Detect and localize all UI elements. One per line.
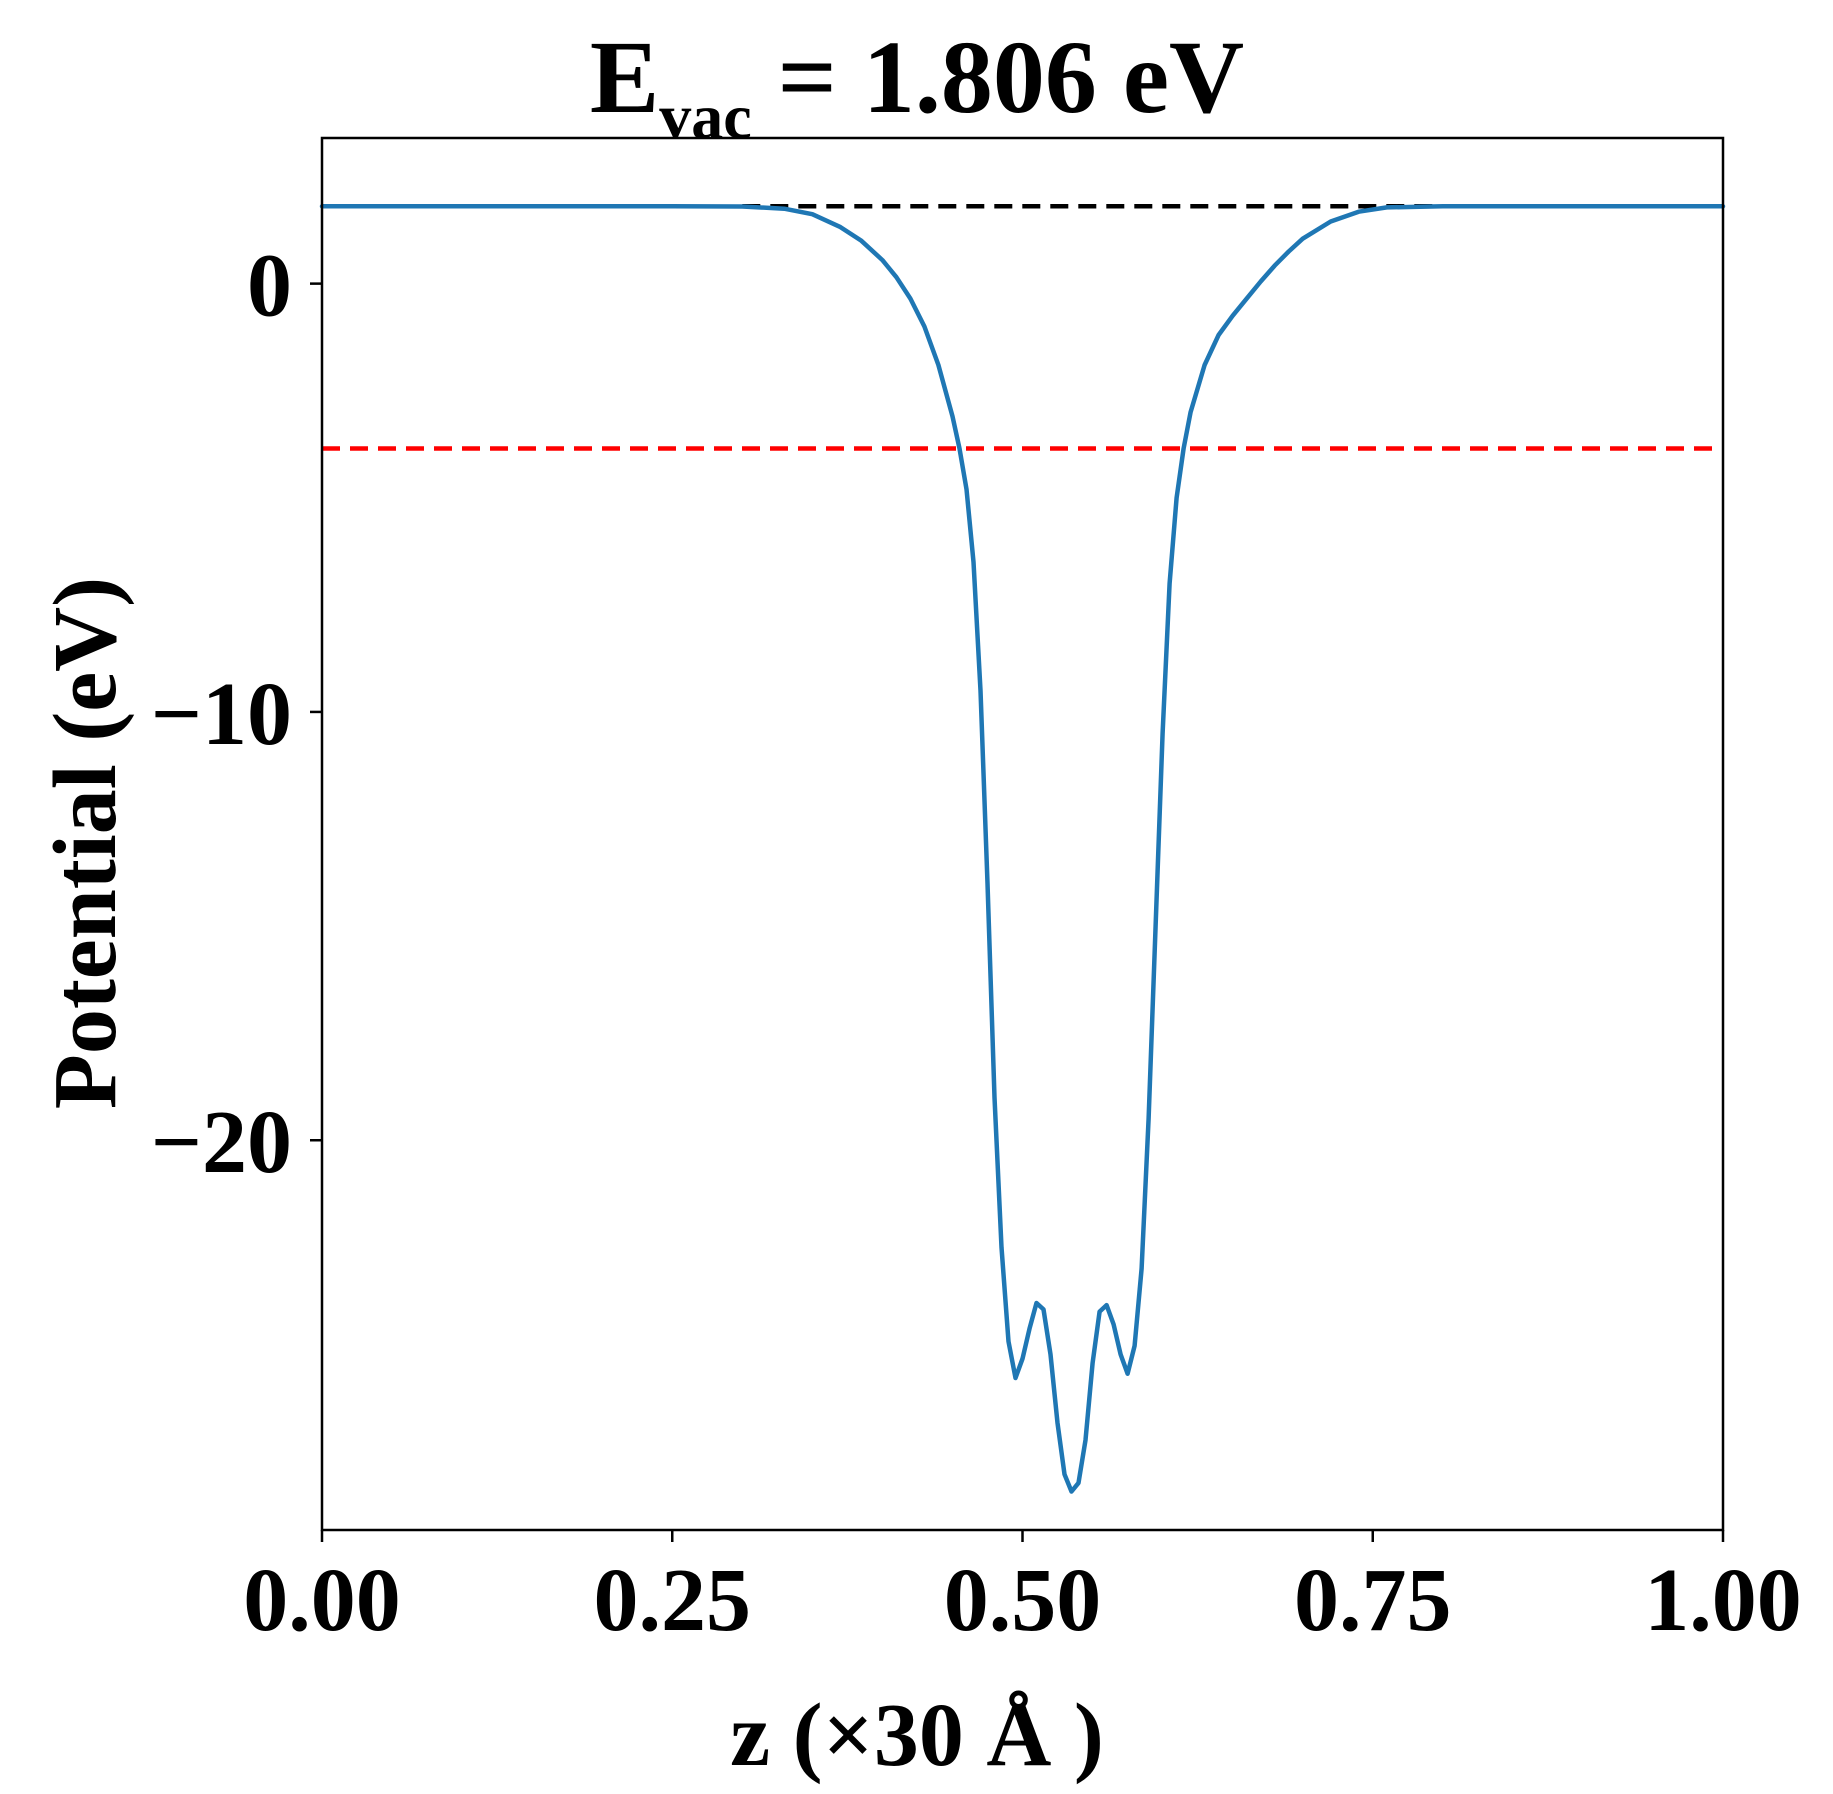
x-tick-label-2: 0.50 — [944, 1551, 1102, 1650]
x-tick-label-0: 0.00 — [243, 1551, 401, 1650]
y-axis-label: Potential (eV) — [36, 577, 135, 1109]
y-tick-label-1: −10 — [151, 665, 292, 764]
x-tick-label-1: 0.25 — [594, 1551, 752, 1650]
x-tick-label-3: 0.75 — [1294, 1551, 1452, 1650]
plot-frame — [320, 136, 1725, 1532]
x-axis-label: z (×30 Å ) — [730, 1686, 1104, 1785]
potential-line-0 — [319, 204, 1726, 1494]
chart-title: Evac = 1.806 eV — [590, 20, 1244, 152]
plot-area: 0.00 0.25 0.50 0.75 1.00 0 −10 −20 — [151, 136, 1802, 1650]
y-tick-label-2: −20 — [151, 1093, 292, 1192]
x-tick-label-4: 1.00 — [1644, 1551, 1802, 1650]
y-tick-label-0: 0 — [247, 237, 292, 336]
